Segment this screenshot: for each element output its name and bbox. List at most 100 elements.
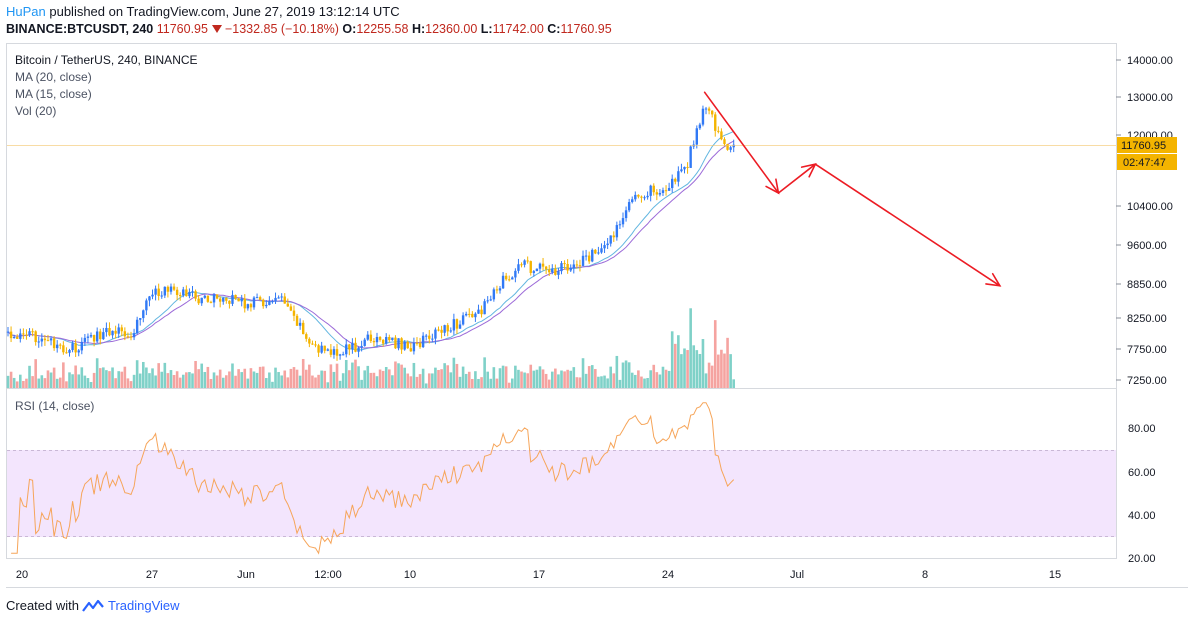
candle-body (19, 333, 22, 339)
candle-body (329, 349, 333, 355)
candle-body (366, 334, 369, 340)
volume-bar (710, 365, 714, 388)
candle (188, 288, 191, 299)
legend-rsi[interactable]: RSI (14, close) (15, 399, 94, 413)
candle-body (323, 345, 326, 351)
candle-body (677, 171, 680, 182)
volume-bar (154, 375, 157, 388)
candle (209, 300, 213, 304)
symbol-label: BINANCE:BTCUSDT, 240 (6, 22, 154, 36)
candle (520, 262, 523, 268)
arrow-segment (703, 91, 780, 194)
candle-body (360, 345, 363, 348)
candle-body (105, 327, 108, 333)
candle (618, 220, 622, 230)
volume-bar (372, 372, 376, 388)
candle-body (388, 337, 391, 341)
volume-bar (486, 371, 489, 388)
volume-bar (550, 371, 554, 388)
volume-bar (698, 353, 702, 388)
tradingview-brand[interactable]: TradingView (107, 598, 180, 613)
tradingview-logo-icon[interactable] (82, 599, 104, 613)
candle (495, 285, 499, 294)
candle (652, 183, 655, 196)
volume-bar (467, 371, 471, 388)
volume-bar (689, 308, 692, 388)
candle-body (652, 185, 655, 193)
volume-bar (22, 380, 25, 388)
candle (474, 312, 477, 322)
candle-body (56, 344, 59, 349)
volume-bar (258, 366, 262, 388)
volume-bar (329, 364, 333, 388)
volume-bar (424, 383, 428, 388)
price-change: −1332.85 (−10.18%) (224, 22, 339, 36)
volume-bar (621, 362, 625, 388)
published-text: published on TradingView.com, June 27, 2… (45, 4, 400, 19)
candle (139, 318, 142, 326)
candle-body (172, 286, 176, 290)
author-name[interactable]: HuPan (6, 4, 46, 19)
volume-bar (443, 363, 446, 388)
candle-body (664, 190, 668, 192)
annotation-arrows[interactable] (703, 91, 1002, 287)
candle-body (637, 194, 640, 197)
candle (492, 287, 496, 302)
candle (403, 340, 406, 351)
candle (541, 257, 545, 271)
candle (95, 327, 99, 343)
volume-bar (544, 373, 548, 388)
candle-body (274, 297, 277, 302)
volume-bar (231, 363, 234, 388)
candle-body (674, 178, 677, 182)
volume-bar (394, 361, 397, 388)
volume-bar (280, 375, 283, 388)
candle-body (6, 331, 10, 333)
candle-body (600, 248, 603, 253)
volume-bar (197, 369, 200, 388)
volume-bar (89, 382, 93, 388)
candle-body (489, 299, 492, 301)
price-axis[interactable]: 14000.00 13000.00 12000.00 10400.00 9600… (1127, 55, 1173, 387)
time-axis[interactable]: 20 27 Jun 12:00 10 17 24 Jul 8 15 (16, 569, 1061, 581)
volume-bar (188, 372, 191, 388)
legend-title[interactable]: Bitcoin / TetherUS, 240, BINANCE (15, 53, 198, 67)
candle (707, 106, 711, 115)
volume-bar (455, 363, 459, 388)
volume-bar (129, 381, 133, 388)
legend-ma15[interactable]: MA (15, close) (15, 87, 92, 101)
volume-bar (351, 362, 354, 388)
candle (578, 259, 582, 272)
candle (649, 184, 652, 202)
rsi-axis[interactable]: 80.00 60.00 40.00 20.00 (1128, 423, 1156, 565)
candle (345, 339, 348, 358)
candle (606, 237, 609, 250)
candle (231, 290, 234, 307)
ohlc-line: BINANCE:BTCUSDT, 240 11760.95 −1332.85 (−… (6, 22, 612, 36)
candle-body (468, 313, 471, 315)
volume-bar (92, 372, 96, 388)
volume-bar (431, 373, 434, 388)
volume-bar (661, 366, 665, 388)
candle-body (277, 297, 280, 299)
candle-body (252, 297, 256, 308)
candle (25, 329, 28, 340)
volume-bar (25, 378, 28, 388)
candle (415, 337, 419, 346)
volume-bar (606, 378, 609, 388)
candle-body (369, 334, 373, 342)
legend-vol[interactable]: Vol (20) (15, 104, 56, 118)
candle (99, 328, 102, 345)
candle (225, 297, 228, 304)
candle (455, 318, 459, 335)
candle-body (532, 271, 536, 273)
candle (46, 334, 50, 342)
candle (326, 348, 329, 352)
candle-body (265, 304, 268, 307)
candles[interactable] (6, 105, 735, 361)
candle (557, 267, 560, 280)
candle-body (326, 349, 329, 351)
volume-bar (157, 363, 160, 388)
legend-ma20[interactable]: MA (20, close) (15, 70, 92, 84)
